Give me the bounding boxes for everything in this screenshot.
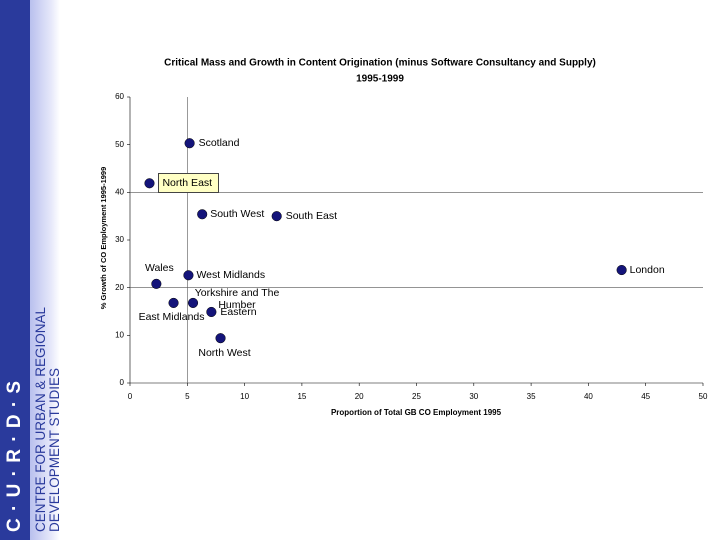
- point-label: South East: [285, 210, 338, 223]
- chart-title: Critical Mass and Growth in Content Orig…: [164, 58, 596, 69]
- y-tick-label: 40: [115, 187, 124, 196]
- y-tick-label: 0: [120, 378, 125, 387]
- point-label: West Midlands: [196, 269, 266, 282]
- point: [144, 178, 155, 189]
- sidebar-gradient: [30, 0, 60, 540]
- y-tick-label: 50: [115, 140, 124, 149]
- point: [197, 209, 208, 220]
- x-tick-label: 40: [584, 392, 593, 401]
- point-label: Scotland: [198, 137, 240, 150]
- x-tick-label: 20: [355, 392, 364, 401]
- x-tick-label: 25: [412, 392, 421, 401]
- point-label: East Midlands: [138, 310, 205, 323]
- y-tick-label: 30: [115, 235, 124, 244]
- point-label: London: [629, 264, 665, 277]
- point: [206, 306, 217, 318]
- y-axis-label: % Growth of CO Employment 1995-1999: [99, 167, 108, 310]
- point-label: South West: [210, 208, 265, 221]
- point: [187, 297, 199, 308]
- point-label: North West: [198, 347, 251, 360]
- y-tick-label: 60: [115, 92, 124, 101]
- y-tick-label: 10: [115, 330, 124, 339]
- x-tick-label: 50: [699, 392, 708, 401]
- point: [271, 211, 282, 222]
- chart-title: 1995-1999: [356, 74, 404, 85]
- x-tick-label: 0: [128, 392, 133, 401]
- sidebar-band: [0, 0, 30, 540]
- x-tick-label: 45: [641, 392, 650, 401]
- x-tick-label: 15: [297, 392, 306, 401]
- x-axis-label: Proportion of Total GB CO Employment 199…: [331, 408, 502, 417]
- point: [183, 270, 194, 281]
- point: [215, 333, 226, 344]
- x-tick-label: 35: [527, 392, 536, 401]
- x-tick-label: 5: [185, 392, 190, 401]
- point: [151, 278, 162, 289]
- point: [616, 264, 627, 276]
- x-tick-label: 10: [240, 392, 249, 401]
- point: [184, 138, 195, 149]
- point-label: Eastern: [220, 305, 257, 318]
- point-label: Wales: [144, 261, 174, 274]
- point-label: North East: [158, 173, 220, 194]
- point: [168, 297, 179, 308]
- y-tick-label: 20: [115, 283, 124, 292]
- x-tick-label: 30: [469, 392, 478, 401]
- point-label: Yorkshire and The Humber: [194, 286, 280, 311]
